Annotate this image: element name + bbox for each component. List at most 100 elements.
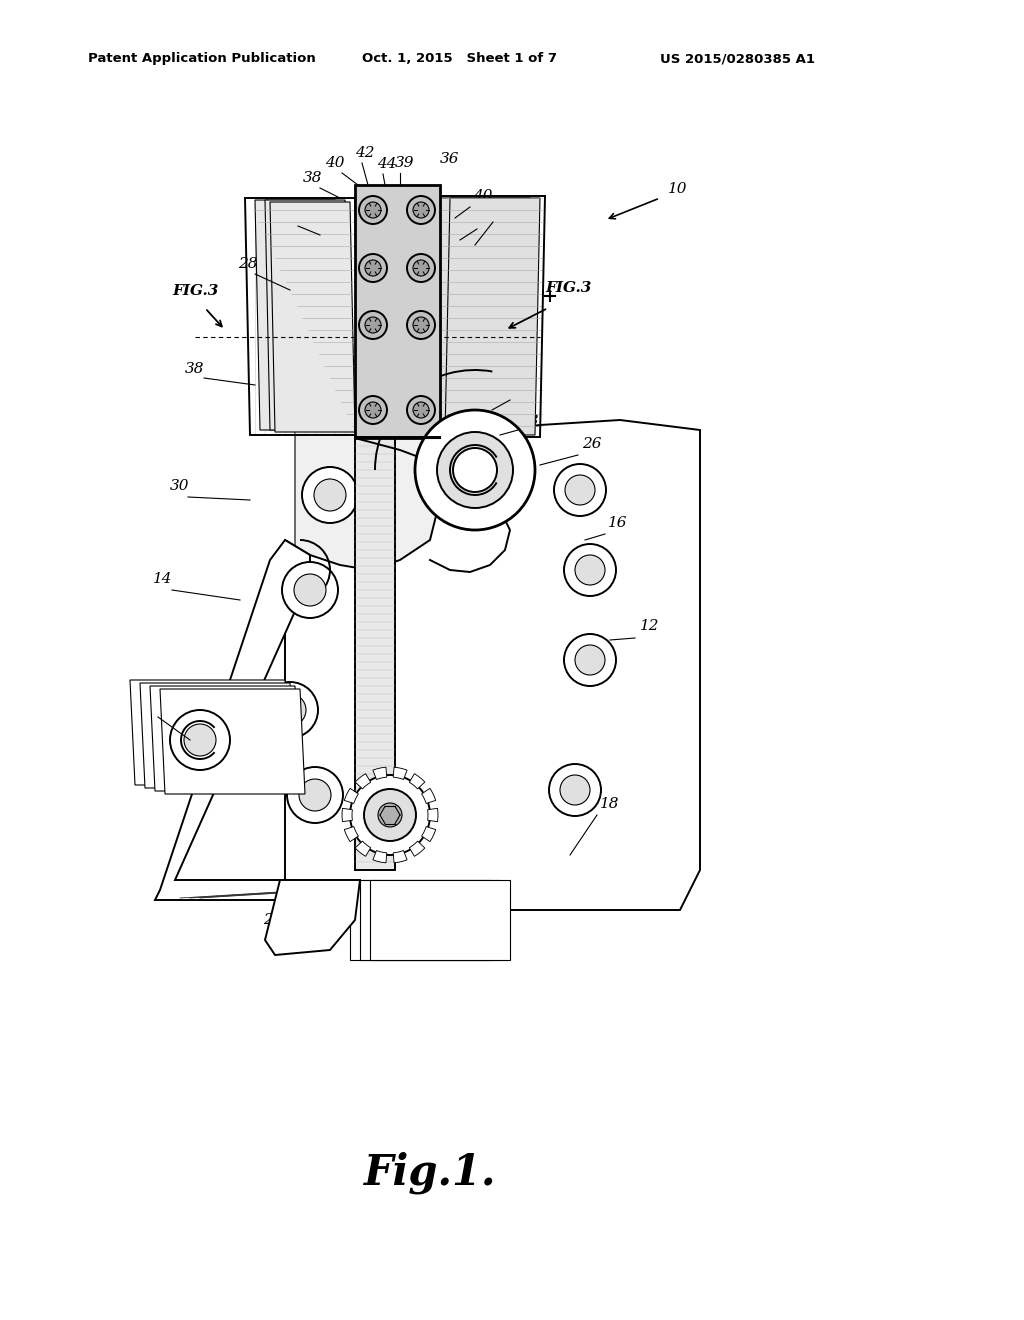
Text: 38: 38 — [280, 209, 299, 223]
Polygon shape — [373, 850, 387, 863]
Circle shape — [564, 634, 616, 686]
Circle shape — [413, 403, 429, 418]
Text: 40: 40 — [513, 381, 532, 396]
Text: 40: 40 — [480, 211, 500, 224]
Polygon shape — [355, 185, 440, 438]
Circle shape — [184, 723, 216, 756]
Polygon shape — [410, 774, 425, 789]
Circle shape — [170, 710, 230, 770]
Circle shape — [274, 694, 306, 726]
Text: 20: 20 — [263, 913, 283, 927]
Text: 30: 30 — [170, 479, 189, 492]
Circle shape — [314, 479, 346, 511]
Text: 14: 14 — [153, 572, 172, 586]
Polygon shape — [342, 808, 352, 821]
Circle shape — [407, 396, 435, 424]
Circle shape — [575, 554, 605, 585]
Circle shape — [407, 312, 435, 339]
Text: FIG.3: FIG.3 — [172, 284, 218, 298]
Text: Patent Application Publication: Patent Application Publication — [88, 51, 315, 65]
Polygon shape — [344, 788, 358, 804]
Polygon shape — [355, 438, 395, 870]
Circle shape — [299, 779, 331, 810]
Polygon shape — [285, 420, 700, 909]
Polygon shape — [370, 880, 510, 960]
Polygon shape — [355, 841, 371, 857]
Circle shape — [359, 253, 387, 282]
Circle shape — [359, 312, 387, 339]
Text: 38: 38 — [185, 362, 205, 376]
Text: Oct. 1, 2015   Sheet 1 of 7: Oct. 1, 2015 Sheet 1 of 7 — [362, 51, 557, 65]
Text: 16: 16 — [608, 516, 628, 531]
Circle shape — [413, 202, 429, 218]
Polygon shape — [422, 788, 436, 804]
Polygon shape — [445, 198, 540, 436]
Text: 42: 42 — [355, 147, 375, 160]
Text: 44: 44 — [377, 157, 396, 172]
Text: 40: 40 — [325, 156, 344, 170]
Circle shape — [437, 432, 513, 508]
Circle shape — [294, 574, 326, 606]
Polygon shape — [265, 201, 350, 430]
Polygon shape — [428, 808, 438, 821]
Polygon shape — [255, 201, 340, 430]
Polygon shape — [160, 689, 305, 795]
Polygon shape — [393, 767, 408, 780]
Text: Fig.1.: Fig.1. — [364, 1152, 497, 1195]
Text: 12: 12 — [640, 619, 659, 634]
Circle shape — [413, 260, 429, 276]
Circle shape — [287, 767, 343, 822]
Text: 39: 39 — [395, 156, 415, 170]
Circle shape — [415, 411, 535, 531]
Text: 36: 36 — [440, 152, 460, 166]
Polygon shape — [355, 774, 371, 789]
Circle shape — [359, 195, 387, 224]
Circle shape — [350, 775, 430, 855]
Circle shape — [453, 447, 497, 492]
Polygon shape — [344, 826, 358, 842]
Polygon shape — [130, 680, 290, 785]
Circle shape — [549, 764, 601, 816]
Polygon shape — [265, 880, 360, 954]
Circle shape — [359, 396, 387, 424]
Circle shape — [407, 195, 435, 224]
Circle shape — [564, 544, 616, 597]
Circle shape — [365, 202, 381, 218]
Circle shape — [413, 317, 429, 333]
Text: 18: 18 — [600, 797, 620, 810]
Polygon shape — [350, 880, 490, 960]
Polygon shape — [140, 682, 295, 788]
Text: 38: 38 — [520, 414, 540, 428]
Polygon shape — [393, 850, 408, 863]
Text: 40: 40 — [473, 189, 493, 203]
Circle shape — [565, 475, 595, 506]
Circle shape — [554, 465, 606, 516]
Polygon shape — [155, 540, 310, 900]
Text: 28: 28 — [238, 257, 257, 271]
Circle shape — [282, 562, 338, 618]
Polygon shape — [435, 198, 530, 436]
Polygon shape — [150, 686, 300, 791]
Polygon shape — [270, 202, 355, 432]
Polygon shape — [410, 841, 425, 857]
Circle shape — [302, 467, 358, 523]
Text: 26: 26 — [582, 437, 601, 451]
Circle shape — [262, 682, 318, 738]
Text: 10: 10 — [668, 182, 687, 195]
Text: 22: 22 — [140, 700, 160, 713]
Polygon shape — [360, 880, 500, 960]
Circle shape — [365, 260, 381, 276]
Circle shape — [378, 803, 402, 828]
Circle shape — [364, 789, 416, 841]
Circle shape — [575, 645, 605, 675]
Circle shape — [407, 253, 435, 282]
Text: 28: 28 — [496, 205, 515, 218]
Polygon shape — [295, 425, 695, 906]
Text: 38: 38 — [303, 172, 323, 185]
Circle shape — [560, 775, 590, 805]
Polygon shape — [422, 826, 436, 842]
Circle shape — [365, 317, 381, 333]
Text: 24: 24 — [345, 913, 365, 927]
Text: FIG.3: FIG.3 — [545, 281, 592, 294]
Text: US 2015/0280385 A1: US 2015/0280385 A1 — [660, 51, 815, 65]
